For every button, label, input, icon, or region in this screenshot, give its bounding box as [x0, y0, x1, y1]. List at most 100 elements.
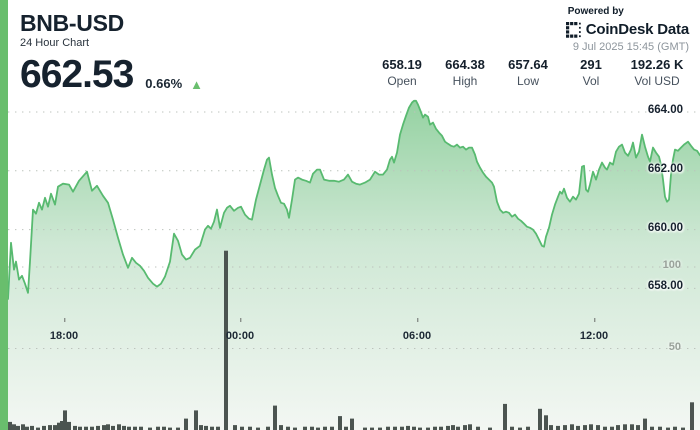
volume-bar [210, 426, 214, 430]
volume-bar [139, 426, 143, 430]
volume-bar [451, 425, 455, 430]
volume-bar [538, 408, 542, 430]
volume-bar [400, 426, 404, 430]
volume-bar [194, 410, 198, 430]
stat-low: 657.64 Low [499, 57, 557, 89]
volume-bar [84, 426, 88, 430]
brand-name: CoinDesk Data [585, 21, 689, 38]
volume-bar [610, 426, 614, 430]
volume-bar [386, 426, 390, 430]
volume-bar [224, 250, 228, 430]
stat-high: 664.38 High [436, 57, 494, 89]
volume-bar [503, 403, 507, 430]
volume-bar [156, 426, 160, 430]
volume-bar [204, 425, 208, 430]
volume-bar [544, 415, 548, 430]
volume-bar [643, 418, 647, 430]
volume-bar [510, 426, 514, 430]
price-area-fill [8, 100, 700, 430]
volume-bar [168, 427, 172, 430]
volume-bar [650, 426, 654, 430]
volume-bar [596, 425, 600, 430]
volume-bar [446, 425, 450, 430]
time-axis-tick [240, 318, 242, 322]
volume-bar [90, 426, 94, 430]
volume-bar [248, 426, 252, 430]
volume-bar [127, 426, 131, 430]
volume-bar [338, 416, 342, 430]
volume-bar [176, 427, 180, 430]
volume-bar [433, 426, 437, 430]
volume-bar [439, 426, 443, 430]
chart-period-label: 24 Hour Chart [20, 37, 90, 49]
volume-bar [133, 426, 137, 430]
volume-bar [518, 427, 522, 430]
volume-bar [418, 427, 422, 430]
volume-bar [378, 427, 382, 430]
volume-bar [57, 422, 61, 430]
volume-bar [583, 425, 587, 430]
price-row: 662.53 0.66% ▲ [20, 55, 203, 95]
stat-vol-usd: 192.26 K Vol USD [625, 57, 689, 89]
volume-bar [73, 425, 77, 430]
volume-bar [616, 425, 620, 430]
volume-bar [148, 427, 152, 430]
stat-vol: 291 Vol [562, 57, 620, 89]
volume-bar [323, 426, 327, 430]
volume-bar [106, 424, 110, 430]
stat-vol-usd-value: 192.26 K [630, 57, 684, 72]
volume-bar [293, 427, 297, 430]
stat-open-value: 658.19 [382, 57, 422, 72]
volume-bar [36, 427, 40, 430]
volume-bar [67, 421, 71, 430]
stat-high-label: High [452, 74, 478, 88]
volume-bar [570, 424, 574, 430]
time-axis-tick [417, 318, 419, 322]
volume-bar [256, 427, 260, 430]
volume-bar [350, 418, 354, 430]
volume-bar [279, 425, 283, 430]
volume-bar [526, 426, 530, 430]
volume-bar [316, 427, 320, 430]
volume-bar [8, 421, 12, 430]
volume-bar [16, 425, 20, 430]
powered-by-block: Powered by CoinDesk Data 9 Jul 2025 15:4… [565, 6, 689, 53]
volume-bar [576, 425, 580, 430]
volume-bar [456, 426, 460, 430]
time-axis-tick [64, 318, 66, 322]
powered-by-label: Powered by [567, 6, 624, 17]
chart-timestamp: 9 Jul 2025 15:45 (GMT) [572, 41, 689, 53]
volume-bar [63, 410, 67, 430]
volume-bar [30, 425, 34, 430]
volume-bar [690, 402, 694, 430]
volume-bar [330, 426, 334, 430]
volume-bar [111, 425, 115, 430]
volume-bar [658, 426, 662, 430]
stat-open-label: Open [387, 74, 417, 88]
stat-vol-usd-label: Vol USD [634, 74, 680, 88]
volume-bar [603, 426, 607, 430]
coindesk-data-logo[interactable]: CoinDesk Data [565, 21, 689, 38]
volume-bar [344, 426, 348, 430]
volume-bar [393, 426, 397, 430]
volume-bar [310, 426, 314, 430]
volume-bar [412, 426, 416, 430]
volume-bar [60, 421, 64, 430]
coindesk-logo-icon [565, 21, 581, 38]
volume-bar [463, 425, 467, 430]
stat-high-value: 664.38 [445, 57, 485, 72]
volume-bar [488, 427, 492, 430]
stat-open: 658.19 Open [373, 57, 431, 89]
current-price: 662.53 [20, 53, 134, 96]
volume-bar [406, 425, 410, 430]
stat-vol-value: 291 [580, 57, 602, 72]
volume-bar [96, 425, 100, 430]
up-triangle-icon: ▲ [190, 77, 204, 92]
volume-bar [199, 425, 203, 430]
volume-bar [623, 424, 627, 430]
volume-bar [549, 425, 553, 430]
price-line [7, 99, 700, 300]
volume-bar [21, 424, 25, 430]
